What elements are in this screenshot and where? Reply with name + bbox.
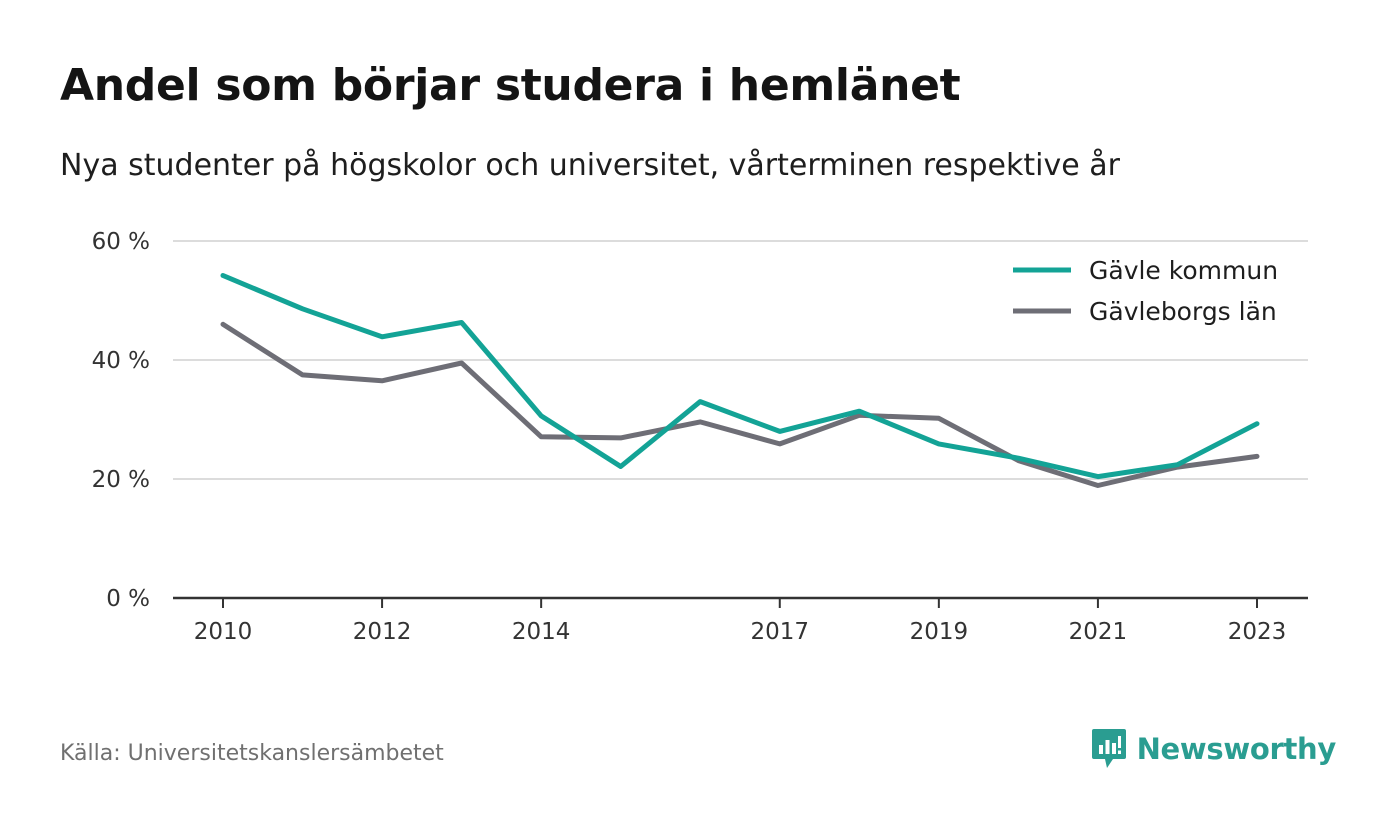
chart-title: Andel som börjar studera i hemlänet xyxy=(60,60,961,111)
x-tick-label: 2010 xyxy=(194,619,253,645)
y-tick-label: 40 % xyxy=(92,348,150,374)
brand-logo[interactable]: Newsworthy xyxy=(1091,727,1336,771)
y-axis-ticks: 0 % 20 % 40 % 60 % xyxy=(92,229,150,612)
x-tick-label: 2021 xyxy=(1069,619,1128,645)
legend-label-0: Gävle kommun xyxy=(1089,256,1278,285)
x-tick-label: 2023 xyxy=(1228,619,1287,645)
y-tick-label: 20 % xyxy=(92,467,150,493)
series-line-1 xyxy=(220,321,1260,488)
x-tick-label: 2012 xyxy=(353,619,412,645)
y-tick-label: 0 % xyxy=(106,586,150,612)
x-tick-label: 2017 xyxy=(750,619,809,645)
newsworthy-logo-icon xyxy=(1091,729,1126,768)
y-tick-label: 60 % xyxy=(92,229,150,255)
chart-subtitle: Nya studenter på högskolor och universit… xyxy=(60,148,1120,183)
legend-label-1: Gävleborgs län xyxy=(1089,297,1277,326)
x-tick-label: 2019 xyxy=(910,619,969,645)
legend: Gävle kommun Gävleborgs län xyxy=(1013,256,1278,326)
series-line-0 xyxy=(220,273,1260,480)
brand-name: Newsworthy xyxy=(1136,732,1337,766)
source-note: Källa: Universitetskanslersämbetet xyxy=(60,741,444,766)
x-axis: 2010 2012 2014 2017 2019 2021 2023 xyxy=(173,596,1308,645)
x-tick-label: 2014 xyxy=(512,619,571,645)
series-lines xyxy=(220,273,1260,488)
